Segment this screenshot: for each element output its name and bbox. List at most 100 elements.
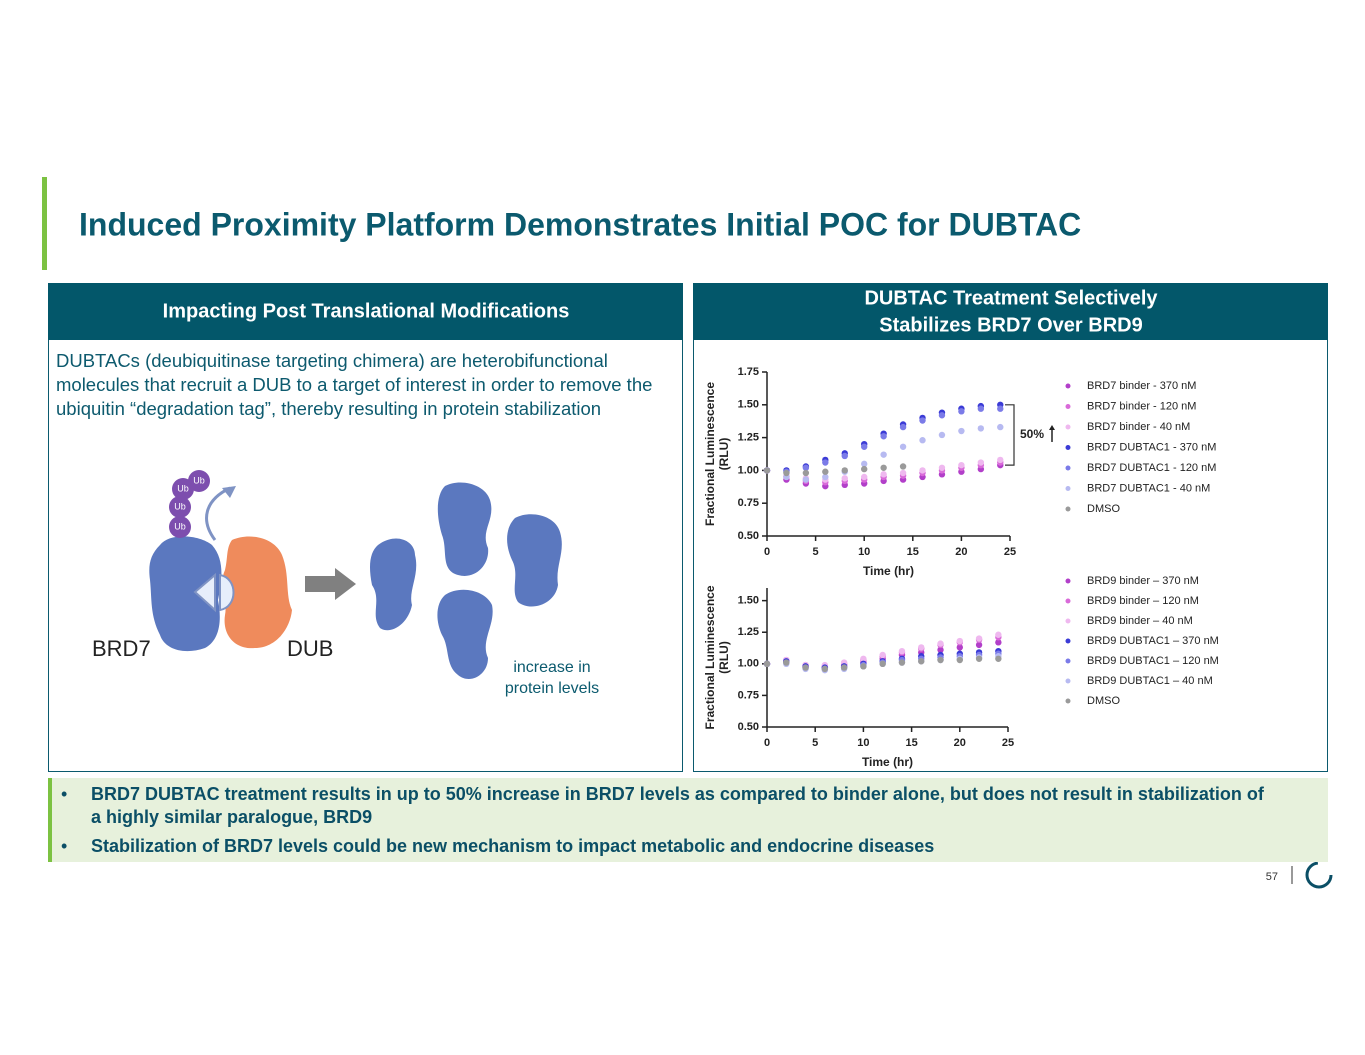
data-point [977, 405, 985, 412]
x-tick-label: 15 [905, 737, 917, 749]
annotation-bracket [1005, 404, 1015, 466]
data-point [958, 408, 965, 415]
legend-label: DMSO [1087, 695, 1120, 707]
x-tick-label: 20 [954, 737, 966, 749]
ub-label: Ub [174, 501, 186, 511]
dubtac-ligand [193, 572, 216, 613]
data-point [880, 464, 887, 471]
legend-label: BRD7 DUBTAC1 - 40 nM [1087, 482, 1210, 494]
data-point [898, 659, 906, 666]
data-point [841, 467, 848, 474]
stabilized-protein [370, 538, 417, 631]
page-number: 57 [1266, 871, 1278, 883]
data-point [899, 469, 907, 477]
data-point [899, 463, 907, 470]
legend-label: BRD7 DUBTAC1 - 370 nM [1087, 441, 1216, 453]
data-point [880, 471, 887, 478]
data-point [763, 660, 771, 668]
release-arrow [205, 486, 231, 541]
ub-label: Ub [193, 475, 205, 485]
data-point [919, 437, 926, 444]
legend-marker [1065, 598, 1071, 604]
legend-label: BRD9 DUBTAC1 – 40 nM [1087, 675, 1213, 687]
legend-marker [1065, 465, 1071, 471]
data-point [880, 451, 887, 458]
data-point [977, 425, 985, 432]
x-tick-label: 5 [812, 737, 818, 749]
brd7-label: BRD7 [92, 636, 151, 661]
data-point [938, 431, 946, 439]
bullet: Stabilization of BRD7 levels could be ne… [61, 835, 1328, 858]
diagram-result: increase in protein levels [504, 659, 600, 697]
right-panel [693, 283, 1328, 772]
series [763, 423, 1004, 483]
diagram: Ub Ub Ub Ub BRD7 DUB [92, 470, 562, 679]
y-tick-label: 0.50 [738, 721, 759, 733]
data-point [956, 637, 963, 645]
data-point [861, 443, 868, 450]
legend-label: BRD7 binder - 40 nM [1087, 421, 1190, 433]
y-tick-label: 1.50 [738, 595, 759, 607]
x-tick-label: 20 [955, 546, 967, 558]
legend-label: BRD9 DUBTAC1 – 370 nM [1087, 635, 1219, 647]
data-point [997, 456, 1004, 464]
legend-marker [1065, 678, 1071, 684]
series [763, 463, 907, 477]
data-point [937, 656, 944, 664]
dubtac-ligand [219, 573, 235, 612]
dub-label: DUB [287, 636, 333, 661]
y-tick-label: 1.75 [738, 366, 759, 378]
data-point [919, 417, 926, 424]
y-axis-unit: (RLU) [717, 438, 731, 471]
data-point [919, 467, 926, 474]
slide-title: Induced Proximity Platform Demonstrates … [79, 206, 1081, 242]
data-point [937, 640, 944, 647]
title-accent [42, 177, 47, 270]
legend-marker [1065, 618, 1071, 624]
legend-marker [1065, 486, 1071, 491]
data-point [958, 461, 965, 469]
data-point [977, 459, 985, 466]
data-point [841, 475, 848, 482]
data-point [938, 464, 946, 471]
annotation: 50% [1020, 427, 1044, 441]
data-point [937, 646, 944, 654]
data-point [822, 473, 829, 481]
x-tick-label: 10 [858, 546, 870, 558]
x-tick-label: 0 [764, 737, 770, 749]
arrow-head [222, 486, 236, 498]
legend-label: BRD7 DUBTAC1 - 120 nM [1087, 462, 1216, 474]
bullet: BRD7 DUBTAC treatment results in up to 5… [61, 783, 1328, 829]
stabilized-protein [437, 589, 493, 679]
data-point [879, 660, 886, 668]
data-point [802, 469, 810, 477]
left-panel-body: DUBTACs (deubiquitinase targeting chimer… [56, 350, 653, 419]
data-point [958, 427, 965, 435]
x-tick-label: 25 [1004, 546, 1016, 558]
data-point [821, 665, 829, 673]
data-point [995, 631, 1002, 638]
ub-circle [188, 470, 210, 492]
ub-circle [169, 496, 191, 518]
right-panel-heading: Stabilizes BRD7 Over BRD9 [879, 314, 1142, 336]
legend-label: BRD9 binder – 120 nM [1087, 595, 1199, 607]
data-point [899, 443, 907, 450]
brd7-protein [149, 536, 222, 652]
y-axis-label: Fractional Luminescence [703, 585, 717, 729]
data-point [879, 651, 886, 659]
process-arrow [305, 568, 356, 600]
dub-protein [222, 536, 292, 649]
legend-marker [1065, 698, 1071, 704]
data-point [995, 655, 1002, 662]
data-point [899, 423, 907, 431]
x-tick-label: 10 [857, 737, 869, 749]
x-axis-label: Time (hr) [862, 755, 913, 769]
data-point [860, 663, 867, 670]
data-point [763, 467, 771, 474]
data-point [956, 644, 963, 651]
x-tick-label: 0 [764, 546, 770, 558]
legend-marker [1065, 578, 1071, 584]
data-point [802, 664, 809, 671]
y-tick-label: 0.75 [738, 689, 759, 701]
